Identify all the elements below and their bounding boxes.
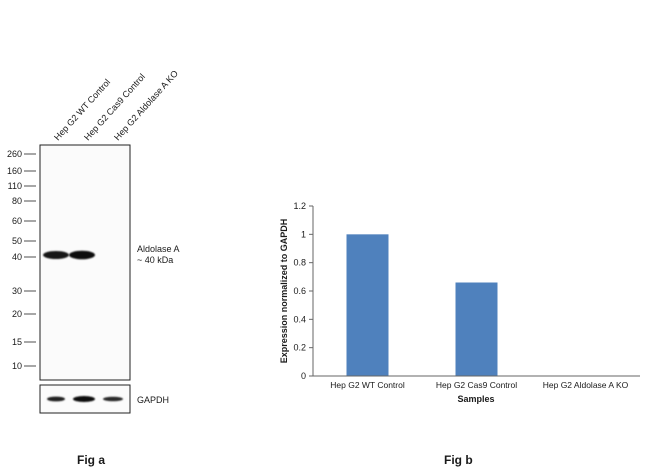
marker-label: 30 [12, 286, 22, 296]
bars [346, 234, 498, 376]
aldolase-a-bands [43, 250, 95, 260]
fig-a-label: Fig a [77, 453, 105, 467]
y-tick-label: 0 [301, 371, 306, 381]
x-axis-label: Samples [457, 394, 494, 404]
bar-1 [346, 234, 389, 376]
marker-label: 10 [12, 361, 22, 371]
band-label-size: ~ 40 kDa [137, 255, 173, 265]
marker-label: 40 [12, 252, 22, 262]
y-tick-label: 1 [301, 229, 306, 239]
fig-b-label: Fig b [444, 453, 473, 467]
band-lane-2 [69, 250, 95, 260]
marker-label: 110 [8, 181, 22, 191]
band-lane-1 [43, 251, 69, 259]
y-axis-label: Expression normalized to GAPDH [279, 219, 289, 364]
gapdh-band-lane-2 [73, 396, 95, 402]
marker-label: 50 [12, 236, 22, 246]
gapdh-label: GAPDH [137, 395, 169, 405]
marker-label: 80 [12, 196, 22, 206]
band-label-name: Aldolase A [137, 244, 180, 254]
bar-2 [455, 282, 498, 376]
y-tick-label: 1.2 [293, 201, 306, 211]
x-tick-label-1: Hep G2 WT Control [330, 380, 405, 390]
y-tick-label: 0.6 [293, 286, 306, 296]
marker-label: 20 [12, 309, 22, 319]
blot-membrane [39, 144, 131, 381]
marker-label: 60 [12, 216, 22, 226]
marker-label: 15 [12, 337, 22, 347]
marker-label: 260 [7, 149, 22, 159]
bar-chart: 00.20.40.60.811.2 Hep G2 WT Control Hep G… [279, 201, 640, 404]
gapdh-band-lane-1 [47, 396, 65, 402]
marker-label: 160 [7, 166, 22, 176]
x-tick-label-3: Hep G2 Aldolase A KO [543, 380, 629, 390]
western-blot-panel: Hep G2 WT Control Hep G2 Cas9 Control He… [7, 68, 180, 467]
y-tick-label: 0.8 [293, 258, 306, 268]
y-tick-label: 0.2 [293, 343, 306, 353]
y-tick-label: 0.4 [293, 314, 306, 324]
x-tick-label-2: Hep G2 Cas9 Control [436, 380, 517, 390]
x-axis-tick-labels: Hep G2 WT Control Hep G2 Cas9 Control Hep … [330, 380, 628, 390]
y-axis-ticks: 0 0.2 0.4 0.6 0.8 1 1.2 [293, 201, 313, 381]
molecular-weight-markers: 260 160 110 80 60 50 40 30 20 15 10 [7, 149, 36, 371]
lane-label-1: Hep G2 WT Control [52, 77, 112, 142]
gapdh-band-lane-3 [103, 396, 123, 402]
